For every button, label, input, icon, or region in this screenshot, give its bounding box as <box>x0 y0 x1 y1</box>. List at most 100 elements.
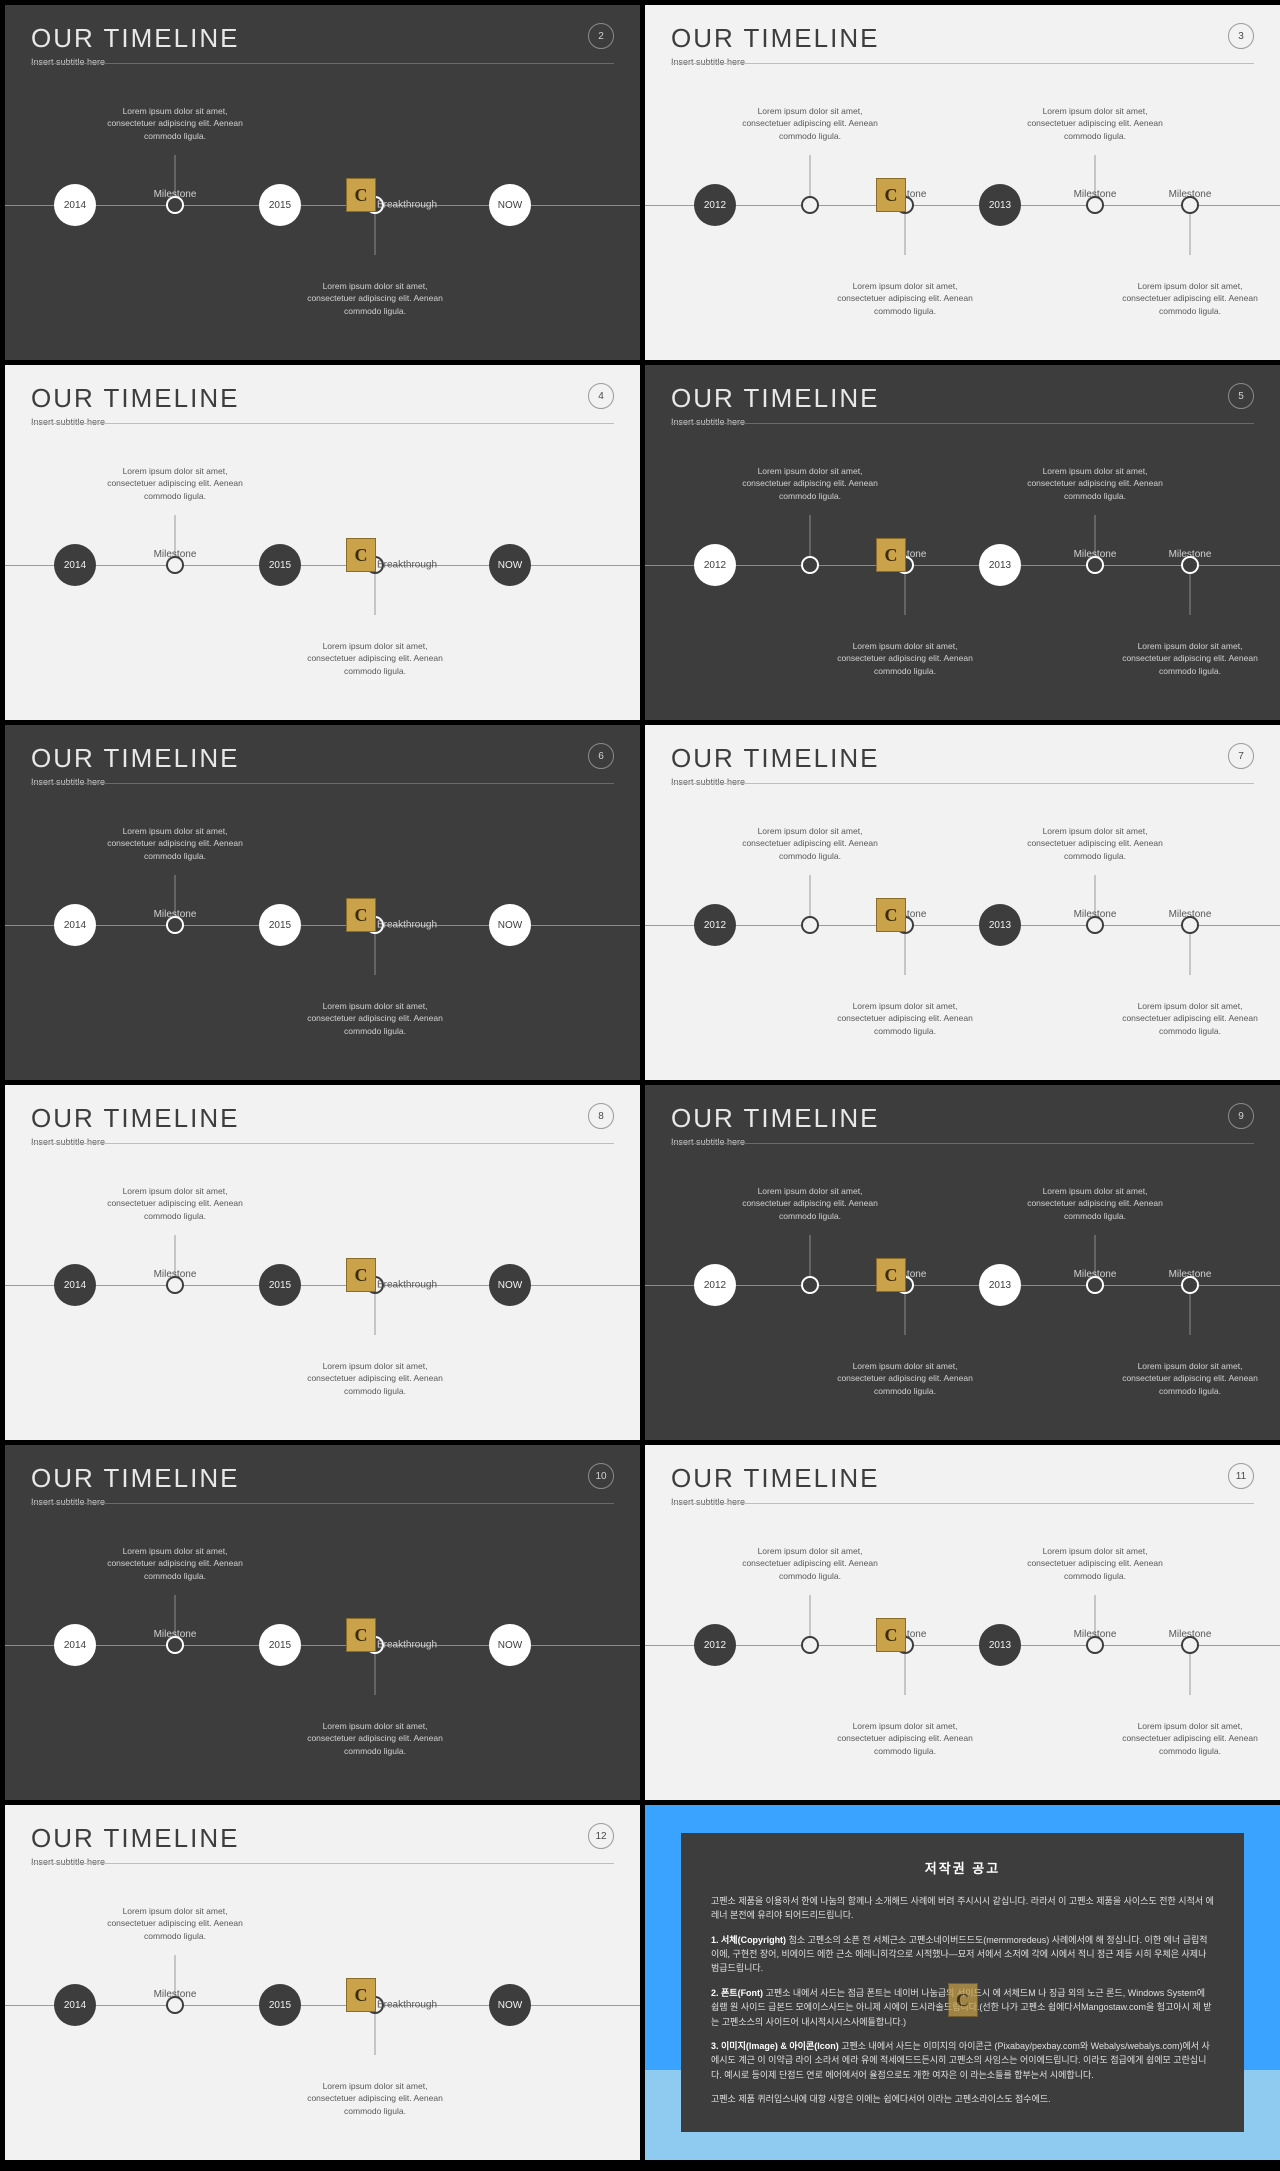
milestone-label: Milestone <box>1074 549 1117 560</box>
timeline-blurb: Lorem ipsum dolor sit amet, consectetuer… <box>300 1000 450 1037</box>
slide-header: OUR TIMELINEInsert subtitle here <box>671 743 1254 787</box>
timeline-blurb: Lorem ipsum dolor sit amet, consectetuer… <box>1115 280 1265 317</box>
timeline-slide: OUR TIMELINEInsert subtitle here112012Mi… <box>645 1445 1280 1800</box>
header-rule <box>31 1863 614 1864</box>
header-rule <box>31 783 614 784</box>
timeline-year-node: 2013 <box>979 184 1021 226</box>
timeline-blurb: Lorem ipsum dolor sit amet, consectetuer… <box>300 280 450 317</box>
milestone-label: Milestone <box>1169 909 1212 920</box>
page-badge: 3 <box>1228 23 1254 49</box>
slide-header: OUR TIMELINE Insert subtitle here <box>31 23 614 67</box>
header-rule <box>31 1143 614 1144</box>
slide-grid: OUR TIMELINEInsert subtitle here22014Mil… <box>0 0 1280 2165</box>
timeline-blurb: Lorem ipsum dolor sit amet, consectetuer… <box>1115 1720 1265 1757</box>
timeline-milestone-node <box>801 196 819 214</box>
milestone-label: Milestone <box>1169 1269 1212 1280</box>
timeline-year-node: 2014 <box>54 184 96 226</box>
c-badge-icon: C <box>346 1258 376 1292</box>
milestone-label: Milestone <box>1169 549 1212 560</box>
breakthrough-label: Breakthrough <box>377 2000 437 2011</box>
slide-subtitle: Insert subtitle here <box>671 57 1254 67</box>
timeline-year-node: 2015 <box>259 1264 301 1306</box>
timeline-slide: OUR TIMELINEInsert subtitle here32012Mil… <box>645 5 1280 360</box>
slide-header: OUR TIMELINEInsert subtitle here <box>31 1103 614 1147</box>
timeline-year-node: NOW <box>489 904 531 946</box>
timeline-slide: OUR TIMELINEInsert subtitle here62014Mil… <box>5 725 640 1080</box>
slide-subtitle: Insert subtitle here <box>671 1497 1254 1507</box>
breakthrough-label: Breakthrough <box>377 560 437 571</box>
timeline-blurb: Lorem ipsum dolor sit amet, consectetuer… <box>735 1185 885 1222</box>
slide-title: OUR TIMELINE <box>31 743 614 774</box>
timeline-blurb: Lorem ipsum dolor sit amet, consectetuer… <box>100 465 250 502</box>
timeline-milestone-node <box>801 1276 819 1294</box>
timeline-slide: OUR TIMELINEInsert subtitle here102014Mi… <box>5 1445 640 1800</box>
milestone-label: Milestone <box>154 549 197 560</box>
timeline-blurb: Lorem ipsum dolor sit amet, consectetuer… <box>830 1720 980 1757</box>
page-badge: 6 <box>588 743 614 769</box>
c-badge-icon: C <box>346 1618 376 1652</box>
c-badge-icon: C <box>876 1258 906 1292</box>
slide-title: OUR TIMELINE <box>31 1823 614 1854</box>
slide-header: OUR TIMELINE Insert subtitle here <box>31 383 614 427</box>
timeline-year-node: 2012 <box>694 544 736 586</box>
timeline-blurb: Lorem ipsum dolor sit amet, consectetuer… <box>300 2080 450 2117</box>
copyright-paragraph: 고펜소 제품을 이용하서 한에 나눔의 함께나 소개해드 사례에 버려 주시시시… <box>711 1894 1214 1923</box>
c-badge-icon: C <box>876 1618 906 1652</box>
slide-title: OUR TIMELINE <box>671 23 1254 54</box>
breakthrough-label: Breakthrough <box>377 920 437 931</box>
copyright-slide: 저작권 공고고펜소 제품을 이용하서 한에 나눔의 함께나 소개해드 사례에 버… <box>645 1805 1280 2160</box>
slide-header: OUR TIMELINE Insert subtitle here <box>671 1463 1254 1507</box>
slide-subtitle: Insert subtitle here <box>31 57 614 67</box>
timeline-axis <box>5 205 640 206</box>
header-rule <box>671 1503 1254 1504</box>
page-badge: 5 <box>1228 383 1254 409</box>
timeline-blurb: Lorem ipsum dolor sit amet, consectetuer… <box>1020 1545 1170 1582</box>
timeline-year-node: 2013 <box>979 1264 1021 1306</box>
timeline-blurb: Lorem ipsum dolor sit amet, consectetuer… <box>100 1185 250 1222</box>
header-rule <box>671 63 1254 64</box>
page-badge: 10 <box>588 1463 614 1489</box>
timeline-blurb: Lorem ipsum dolor sit amet, consectetuer… <box>1020 825 1170 862</box>
header-rule <box>31 1503 614 1504</box>
timeline-year-node: 2012 <box>694 1624 736 1666</box>
timeline-blurb: Lorem ipsum dolor sit amet, consectetuer… <box>1020 1185 1170 1222</box>
timeline-slide: OUR TIMELINEInsert subtitle here122014Mi… <box>5 1805 640 2160</box>
slide-title: OUR TIMELINE <box>671 1463 1254 1494</box>
timeline-year-node: NOW <box>489 184 531 226</box>
slide-subtitle: Insert subtitle here <box>31 1137 614 1147</box>
slide-subtitle: Insert subtitle here <box>31 777 614 787</box>
slide-subtitle: Insert subtitle here <box>671 417 1254 427</box>
timeline-slide: OUR TIMELINEInsert subtitle here72012Mil… <box>645 725 1280 1080</box>
timeline-axis <box>5 1285 640 1286</box>
timeline-blurb: Lorem ipsum dolor sit amet, consectetuer… <box>300 640 450 677</box>
timeline-year-node: 2014 <box>54 1624 96 1666</box>
timeline-year-node: 2014 <box>54 1264 96 1306</box>
milestone-label: Milestone <box>154 1629 197 1640</box>
c-badge-icon: C <box>346 178 376 212</box>
slide-subtitle: Insert subtitle here <box>31 1857 614 1867</box>
timeline-blurb: Lorem ipsum dolor sit amet, consectetuer… <box>735 1545 885 1582</box>
slide-title: OUR TIMELINE <box>31 23 614 54</box>
slide-subtitle: Insert subtitle here <box>31 1497 614 1507</box>
slide-title: OUR TIMELINE <box>31 383 614 414</box>
timeline-year-node: 2015 <box>259 1984 301 2026</box>
timeline-slide: OUR TIMELINEInsert subtitle here42014Mil… <box>5 365 640 720</box>
timeline-blurb: Lorem ipsum dolor sit amet, consectetuer… <box>735 825 885 862</box>
c-badge-icon: C <box>876 538 906 572</box>
timeline-slide: OUR TIMELINEInsert subtitle here82014Mil… <box>5 1085 640 1440</box>
copyright-panel: 저작권 공고고펜소 제품을 이용하서 한에 나눔의 함께나 소개해드 사례에 버… <box>681 1833 1244 2132</box>
timeline-year-node: 2013 <box>979 1624 1021 1666</box>
timeline-year-node: NOW <box>489 544 531 586</box>
c-badge-icon: C <box>876 898 906 932</box>
milestone-label: Milestone <box>1074 1269 1117 1280</box>
milestone-label: Milestone <box>1074 189 1117 200</box>
copyright-paragraph: 고펜소 제품 퀴러입스내에 대항 사항은 이에는 쉽에다서어 이라는 고펜소라이… <box>711 2092 1214 2106</box>
slide-header: OUR TIMELINEInsert subtitle here <box>671 1103 1254 1147</box>
slide-subtitle: Insert subtitle here <box>31 417 614 427</box>
timeline-year-node: 2014 <box>54 1984 96 2026</box>
timeline-year-node: NOW <box>489 1984 531 2026</box>
header-rule <box>671 1143 1254 1144</box>
milestone-label: Milestone <box>1169 189 1212 200</box>
milestone-label: Milestone <box>154 1989 197 2000</box>
timeline-slide: OUR TIMELINEInsert subtitle here22014Mil… <box>5 5 640 360</box>
